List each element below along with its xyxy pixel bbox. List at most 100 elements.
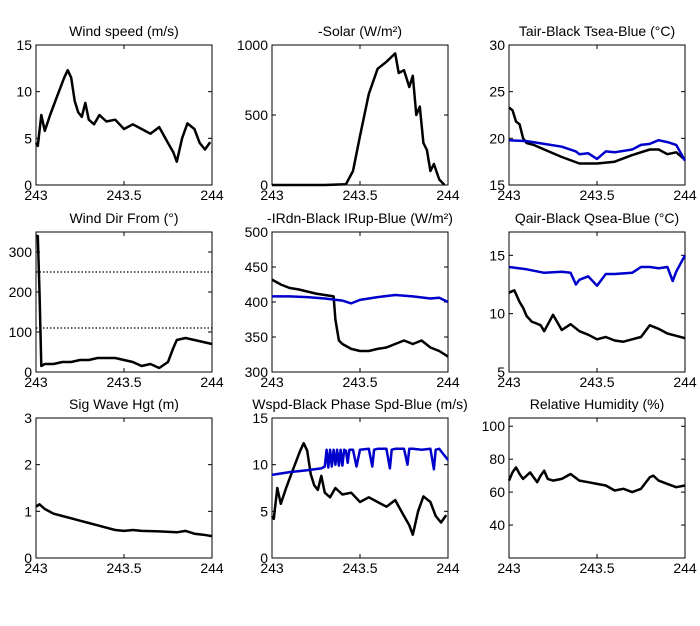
panel-8: Wspd-Black Phase Spd-Blue (m/s) 243 243.5 2… — [252, 396, 468, 576]
panel-title: Wind speed (m/s) — [69, 23, 179, 39]
x-tick-label: 244 — [673, 374, 697, 390]
y-tick-label: 200 — [9, 284, 33, 300]
y-tick-label: 30 — [489, 37, 505, 53]
x-tick-label: 244 — [436, 374, 460, 390]
y-tick-label: 0 — [24, 364, 32, 380]
y-tick-label: 400 — [245, 294, 269, 310]
y-tick-label: 5 — [24, 130, 32, 146]
y-tick-label: 500 — [245, 224, 269, 240]
x-tick-label: 243.5 — [342, 187, 377, 203]
axes-frame — [508, 231, 686, 373]
panel-7: Sig Wave Hgt (m) 243 243.5 244 0 1 2 3 — [24, 396, 224, 576]
y-tick-label: 0 — [24, 550, 32, 566]
y-tick-label: 500 — [245, 107, 269, 123]
x-tick-label: 243 — [497, 560, 521, 576]
y-tick-label: 5 — [260, 503, 268, 519]
y-tick-label: 15 — [489, 247, 505, 263]
x-tick-label: 243 — [497, 187, 521, 203]
axes-frame — [35, 231, 213, 373]
axes-frame — [35, 44, 213, 186]
y-tick-label: 40 — [489, 517, 505, 533]
panel-title: Relative Humidity (%) — [530, 396, 665, 412]
panel-3: Tair-Black Tsea-Blue (°C) 243 243.5 244 15 20… — [489, 23, 696, 203]
y-tick-label: 100 — [482, 418, 506, 434]
y-tick-label: 60 — [489, 484, 505, 500]
x-tick-label: 244 — [673, 560, 697, 576]
y-tick-label: 0 — [260, 177, 268, 193]
x-tick-label: 244 — [673, 187, 697, 203]
axes-frame — [508, 417, 686, 559]
series-line — [507, 466, 686, 494]
y-tick-label: 80 — [489, 451, 505, 467]
series-line — [36, 234, 213, 370]
panel-6: Qair-Black Qsea-Blue (°C) 243 243.5 244 5 10 1… — [489, 210, 696, 390]
x-tick-label: 244 — [200, 374, 224, 390]
y-tick-label: 25 — [489, 84, 505, 100]
x-tick-label: 243.5 — [342, 560, 377, 576]
panel-9: Relative Humidity (%) 243 243.5 244 40 60 80 10… — [482, 396, 697, 576]
series-line — [272, 293, 449, 305]
series-line — [508, 254, 687, 287]
panel-title: Sig Wave Hgt (m) — [69, 396, 179, 412]
panel-5: -IRdn-Black IRup-Blue (W/m²) 243 243.5 244 3… — [245, 210, 460, 390]
x-tick-label: 244 — [436, 187, 460, 203]
y-tick-label: 20 — [489, 130, 505, 146]
y-tick-label: 10 — [16, 84, 32, 100]
x-tick-label: 244 — [436, 560, 460, 576]
x-tick-label: 243.5 — [579, 560, 614, 576]
y-tick-label: 15 — [489, 177, 505, 193]
panel-title: Qair-Black Qsea-Blue (°C) — [515, 210, 679, 226]
x-tick-label: 243.5 — [106, 187, 141, 203]
x-tick-label: 243 — [260, 560, 284, 576]
series-line — [35, 503, 213, 538]
x-tick-label: 243.5 — [342, 374, 377, 390]
y-tick-label: 0 — [260, 550, 268, 566]
series-line — [508, 289, 686, 343]
axes-frame — [35, 417, 213, 559]
panel-1: Wind speed (m/s) 243 243.5 244 0 5 10 15 — [16, 23, 223, 203]
y-tick-label: 450 — [245, 259, 269, 275]
y-tick-label: 1000 — [237, 37, 268, 53]
axes-frame — [271, 417, 449, 559]
panel-title: -Solar (W/m²) — [318, 23, 402, 39]
y-tick-label: 1 — [24, 503, 32, 519]
y-tick-label: 0 — [24, 177, 32, 193]
x-tick-label: 243.5 — [106, 560, 141, 576]
x-tick-label: 243.5 — [106, 374, 141, 390]
x-tick-label: 243 — [497, 374, 521, 390]
series-line — [508, 106, 686, 165]
series-line — [271, 278, 449, 358]
series-line — [508, 138, 687, 162]
panel-title: Wind Dir From (°) — [69, 210, 178, 226]
x-tick-label: 243.5 — [579, 187, 614, 203]
y-tick-label: 350 — [245, 329, 269, 345]
series-line — [272, 52, 446, 187]
x-tick-label: 244 — [200, 560, 224, 576]
panel-4: Wind Dir From (°) 243 243.5 244 0 100 200 300 — [9, 210, 224, 390]
y-tick-label: 100 — [9, 324, 33, 340]
series-line — [34, 68, 212, 163]
panel-title: Wspd-Black Phase Spd-Blue (m/s) — [252, 396, 468, 412]
y-tick-label: 2 — [24, 457, 32, 473]
y-tick-label: 10 — [489, 306, 505, 322]
x-tick-label: 243 — [260, 374, 284, 390]
x-tick-label: 243 — [24, 374, 48, 390]
y-tick-label: 300 — [9, 244, 33, 260]
series-line — [270, 441, 448, 536]
x-tick-label: 243 — [24, 560, 48, 576]
x-tick-label: 243 — [260, 187, 284, 203]
series-line — [271, 447, 449, 477]
y-tick-label: 3 — [24, 410, 32, 426]
y-tick-label: 5 — [497, 364, 505, 380]
y-tick-label: 10 — [252, 457, 268, 473]
y-tick-label: 300 — [245, 364, 269, 380]
y-tick-label: 15 — [16, 37, 32, 53]
panel-title: Tair-Black Tsea-Blue (°C) — [519, 23, 675, 39]
panel-2: -Solar (W/m²) 243 243.5 244 0 500 1000 — [237, 23, 460, 203]
x-tick-label: 243.5 — [579, 374, 614, 390]
x-tick-label: 243 — [24, 187, 48, 203]
x-tick-label: 244 — [200, 187, 224, 203]
y-tick-label: 15 — [252, 410, 268, 426]
panel-title: -IRdn-Black IRup-Blue (W/m²) — [267, 210, 453, 226]
